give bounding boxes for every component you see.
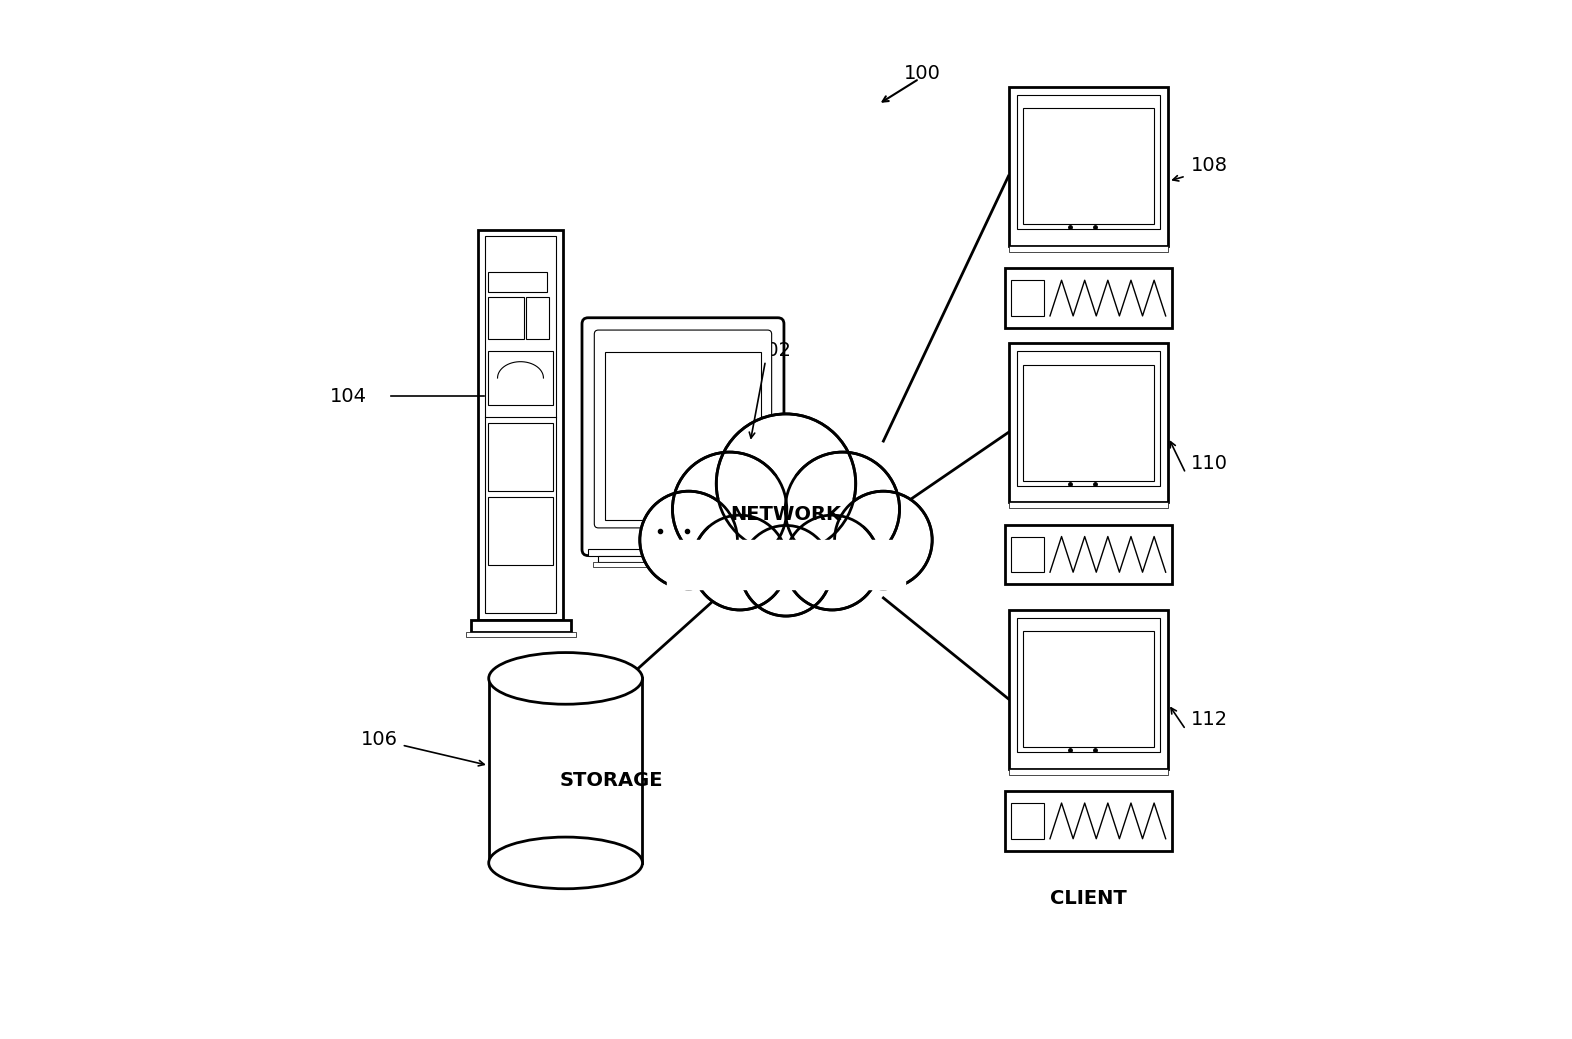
Text: CLIENT: CLIENT (1050, 622, 1127, 641)
Circle shape (640, 491, 737, 589)
Ellipse shape (709, 476, 863, 574)
FancyBboxPatch shape (594, 330, 772, 528)
Bar (593, 562, 773, 567)
Bar (1009, 502, 1168, 508)
Bar (1009, 610, 1168, 769)
FancyBboxPatch shape (582, 318, 784, 556)
Circle shape (835, 491, 932, 589)
Bar (1023, 632, 1154, 747)
Bar (1009, 87, 1168, 246)
Text: 104: 104 (330, 387, 366, 406)
Circle shape (784, 515, 879, 610)
Bar (525, 297, 549, 339)
Text: 102: 102 (755, 341, 792, 359)
Text: SERVER: SERVER (533, 668, 619, 687)
Bar (487, 497, 553, 565)
Bar (487, 423, 553, 491)
Circle shape (717, 414, 855, 554)
Text: 108: 108 (1192, 156, 1228, 176)
Bar (487, 297, 523, 339)
Bar (467, 632, 575, 637)
Text: 112: 112 (1192, 710, 1228, 729)
Bar (1017, 618, 1160, 752)
Circle shape (693, 515, 788, 610)
Bar (1023, 365, 1154, 481)
Bar (489, 678, 643, 863)
Bar (487, 272, 547, 292)
Bar (588, 550, 778, 556)
Text: 106: 106 (360, 730, 398, 749)
Bar (668, 540, 904, 589)
Text: NETWORK: NETWORK (731, 505, 841, 524)
Bar (1011, 281, 1044, 316)
Circle shape (673, 452, 786, 566)
Bar (1023, 108, 1154, 224)
Bar (1011, 536, 1044, 572)
Bar (1009, 343, 1168, 502)
Ellipse shape (489, 837, 643, 888)
Text: CLIENT: CLIENT (1050, 888, 1127, 907)
Ellipse shape (489, 652, 643, 704)
Bar (1005, 525, 1171, 584)
Circle shape (786, 452, 899, 566)
Bar (1011, 803, 1044, 838)
Circle shape (740, 526, 832, 616)
Text: 110: 110 (1192, 454, 1228, 473)
Bar (472, 619, 571, 632)
Bar (1009, 246, 1168, 251)
Bar (1017, 351, 1160, 485)
Bar (1005, 791, 1171, 851)
Bar (1009, 769, 1168, 775)
Bar (487, 351, 553, 405)
Bar (1005, 268, 1171, 327)
Bar (605, 352, 761, 520)
Bar (484, 236, 556, 613)
Bar (599, 556, 767, 562)
Bar (478, 230, 563, 619)
Bar (1017, 96, 1160, 230)
Text: CLIENT: CLIENT (1050, 366, 1127, 384)
Text: STORAGE: STORAGE (560, 771, 663, 791)
Text: 100: 100 (904, 64, 940, 83)
